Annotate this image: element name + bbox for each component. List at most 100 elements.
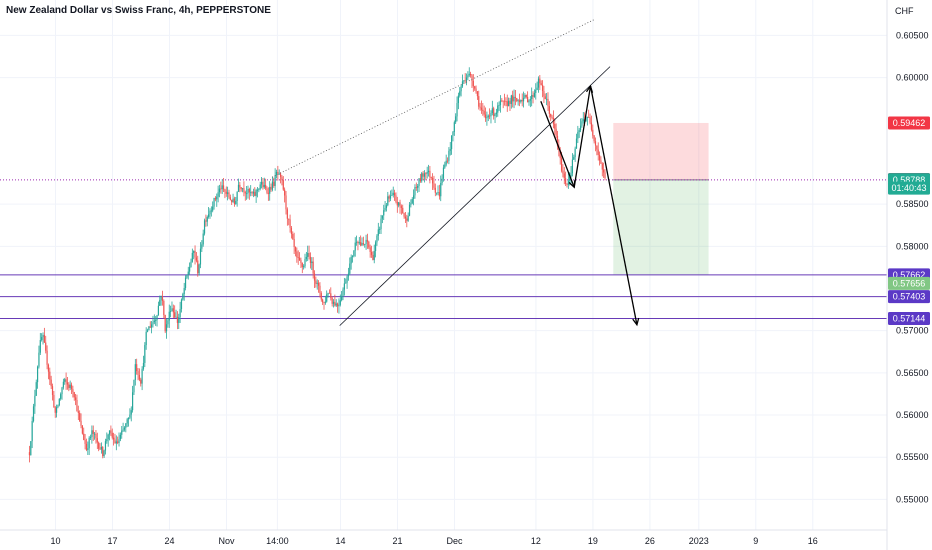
candle-body [527,96,529,103]
candle-body [210,210,212,212]
candle-body [360,242,362,246]
candle-body [403,213,405,217]
candle-body [73,392,75,398]
candle-body [353,250,355,257]
candle-body [349,263,351,274]
candle-body [186,274,188,278]
candle-body [281,176,283,181]
candle-body [456,103,458,117]
candle-body [176,316,179,323]
candle-body [311,261,313,263]
candle-body [103,450,105,457]
candle-body [419,178,421,182]
candle-body [174,312,176,318]
candle-body [486,117,488,119]
candle-body [144,345,146,363]
x-tick-label: 14:00 [266,536,289,546]
candle-body [529,99,531,101]
candle-body [328,292,331,294]
candle-body [74,397,77,400]
candle-body [589,117,591,123]
candle-body [354,242,356,251]
candle-body [512,95,514,102]
candle-body [365,239,367,244]
trend-lines [271,19,611,326]
candle-body [543,91,545,97]
candle-body [241,188,244,190]
candle-body [449,149,451,151]
candle-body [126,419,128,424]
candle-body [36,366,39,383]
candle-body [430,177,432,178]
candle-body [183,287,185,295]
candle-body [179,308,181,318]
candle-body [191,252,193,262]
candle-body [517,100,519,102]
candle-body [345,282,347,284]
price-tag-label: 0.58788 [893,175,926,185]
x-tick-label: 24 [164,536,174,546]
candle-body [513,96,515,102]
horizontal-levels [0,179,887,320]
candle-body [303,266,305,268]
candle-body [380,218,382,230]
candle-body [170,311,172,312]
candle-body [279,173,282,177]
candle-body [102,447,104,457]
candle-body [138,375,140,380]
candle-body [556,135,559,146]
candle-body [151,324,153,328]
candle-body [402,207,404,214]
y-tick-label: 0.56000 [896,410,929,420]
candle-body [104,441,107,451]
candle-body [296,251,298,258]
candle-body [437,192,439,193]
candle-body [100,447,102,450]
candle-body [91,430,93,437]
candle-body [277,171,279,174]
candle-body [573,156,575,160]
chart-title: New Zealand Dollar vs Swiss Franc, 4h, P… [6,5,271,16]
candle-body [107,434,109,440]
candle-body [49,371,51,380]
candle-body [269,186,271,194]
trend-line [339,66,611,326]
candle-body [377,229,379,236]
candle-body [451,135,453,150]
candle-body [265,184,267,189]
candle-body [133,379,135,393]
candle-body [446,160,449,162]
candle-body [339,300,341,305]
candle-body [582,119,584,122]
candle-body [92,430,94,434]
candle-body [537,78,540,88]
candle-body [514,96,517,99]
candle-body [594,141,597,146]
price-tag-label: 0.57662 [893,270,926,280]
candle-body [180,299,183,309]
candle-body [189,267,191,272]
candle-body [145,331,147,346]
candle-body [440,183,442,197]
candle-body [43,334,45,343]
candle-body [343,283,345,290]
projection-arrows [540,84,640,327]
candle-body [490,113,492,117]
candle-body [224,189,226,192]
candle-body [30,441,32,456]
y-tick-label: 0.60500 [896,30,929,40]
candle-body [398,202,400,206]
candle-body [575,138,578,149]
price-axis[interactable]: 0.60500 0.60000 0.58500 0.58000 0.57000 0.565… [896,30,929,504]
candle-body [298,257,301,261]
candle-body [206,216,208,222]
candle-body [520,99,522,102]
price-tag [888,312,930,326]
candle-body [433,183,435,188]
candle-body [80,420,82,426]
candle-body [229,197,231,200]
candle-body [243,188,245,193]
time-axis[interactable]: 10 17 24 Nov 14:00 14 21 Dec 12 19 26 2023 9 16 [50,536,817,546]
candle-body [393,192,396,196]
